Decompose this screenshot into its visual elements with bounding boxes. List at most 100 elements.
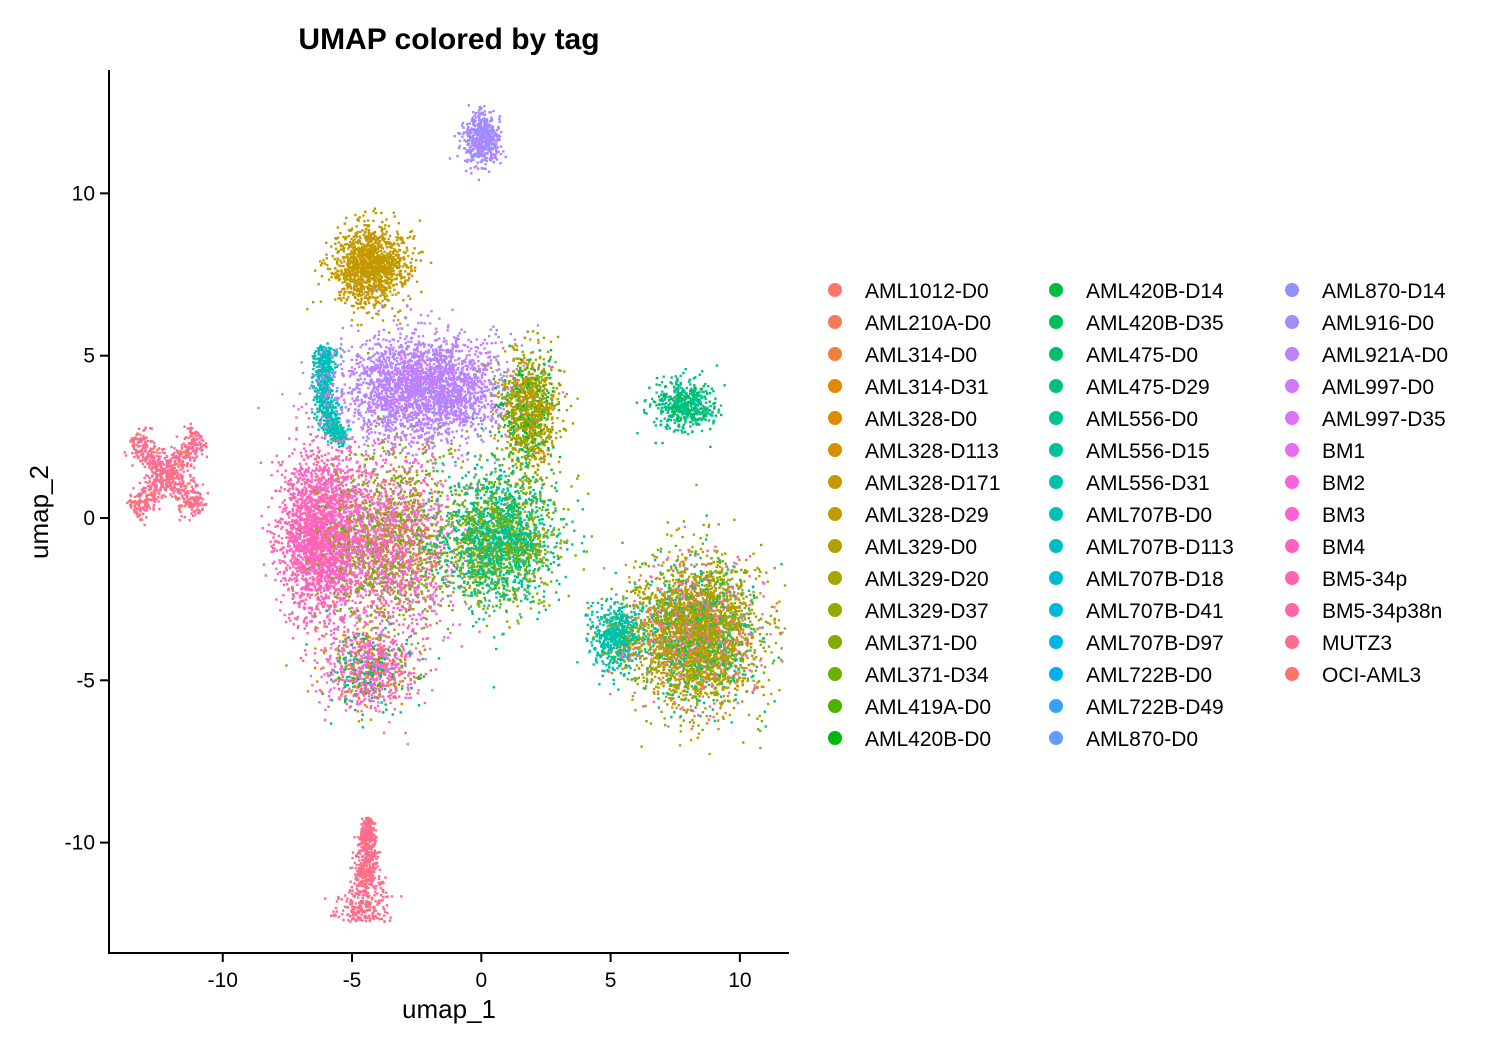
scatter-point bbox=[399, 274, 403, 277]
scatter-point bbox=[466, 128, 469, 131]
scatter-point bbox=[333, 426, 336, 429]
scatter-point bbox=[317, 375, 320, 379]
scatter-point bbox=[334, 271, 337, 274]
scatter-point bbox=[352, 311, 356, 314]
scatter-point bbox=[466, 150, 469, 153]
scatter-point bbox=[148, 450, 151, 453]
scatter-point bbox=[385, 246, 388, 249]
scatter-point bbox=[373, 237, 376, 241]
scatter-point bbox=[318, 395, 321, 398]
scatter-point bbox=[481, 143, 484, 146]
scatter-point bbox=[401, 447, 405, 450]
scatter-point bbox=[353, 907, 356, 911]
scatter-point bbox=[189, 430, 192, 433]
scatter-point bbox=[155, 474, 158, 478]
scatter-point bbox=[477, 386, 481, 389]
scatter-point bbox=[396, 261, 400, 265]
scatter-point bbox=[365, 244, 368, 247]
scatter-point bbox=[371, 243, 374, 246]
scatter-point bbox=[351, 266, 354, 270]
scatter-point bbox=[327, 367, 331, 371]
scatter-point bbox=[405, 390, 408, 394]
scatter-point bbox=[360, 842, 363, 845]
scatter-point bbox=[391, 423, 394, 426]
scatter-point bbox=[392, 211, 395, 214]
scatter-point bbox=[319, 388, 322, 392]
scatter-point bbox=[363, 883, 366, 886]
scatter-point bbox=[337, 416, 340, 420]
scatter-point bbox=[355, 241, 358, 244]
scatter-point bbox=[334, 275, 337, 278]
scatter-point bbox=[360, 855, 364, 859]
scatter-point bbox=[464, 410, 468, 413]
scatter-point bbox=[382, 265, 385, 268]
scatter-point bbox=[472, 133, 476, 137]
scatter-point bbox=[361, 272, 364, 276]
scatter-point bbox=[473, 166, 476, 169]
scatter-point bbox=[153, 441, 156, 444]
scatter-point bbox=[321, 356, 325, 359]
scatter-point bbox=[372, 917, 376, 921]
scatter-point bbox=[141, 438, 144, 441]
scatter-point bbox=[360, 908, 364, 911]
scatter-point bbox=[411, 373, 414, 376]
scatter-point bbox=[345, 906, 349, 909]
scatter-point bbox=[365, 851, 368, 854]
scatter-point bbox=[404, 341, 407, 345]
scatter-point bbox=[344, 243, 347, 246]
scatter-point bbox=[356, 269, 359, 273]
scatter-point bbox=[324, 401, 327, 404]
scatter-point bbox=[336, 260, 339, 263]
scatter-point bbox=[191, 450, 194, 453]
scatter-point bbox=[183, 497, 186, 501]
scatter-point bbox=[320, 354, 324, 357]
scatter-point bbox=[140, 518, 144, 521]
scatter-point bbox=[374, 822, 377, 825]
scatter-point bbox=[333, 257, 336, 261]
scatter-point bbox=[349, 229, 352, 232]
scatter-point bbox=[170, 473, 174, 476]
scatter-point bbox=[345, 242, 349, 246]
scatter-point bbox=[169, 468, 173, 471]
scatter-point bbox=[176, 462, 179, 466]
scatter-point bbox=[179, 464, 182, 467]
scatter-point bbox=[389, 250, 392, 253]
scatter-point bbox=[327, 357, 330, 360]
scatter-point bbox=[145, 509, 148, 512]
scatter-point bbox=[347, 243, 351, 247]
scatter-point bbox=[146, 484, 150, 488]
scatter-point bbox=[347, 265, 350, 269]
scatter-point bbox=[374, 299, 377, 302]
scatter-point bbox=[343, 441, 346, 444]
scatter-point bbox=[360, 874, 363, 877]
scatter-point bbox=[154, 492, 157, 496]
scatter-point bbox=[453, 369, 456, 372]
scatter-point bbox=[428, 368, 431, 372]
scatter-point bbox=[479, 135, 482, 139]
scatter-point bbox=[344, 406, 347, 409]
scatter-point bbox=[490, 157, 494, 160]
scatter-point bbox=[188, 427, 192, 430]
scatter-point bbox=[352, 265, 356, 268]
scatter-point bbox=[344, 238, 347, 241]
scatter-point bbox=[188, 518, 191, 522]
scatter-point bbox=[336, 257, 339, 260]
scatter-point bbox=[192, 510, 195, 513]
scatter-point bbox=[128, 500, 131, 503]
scatter-point bbox=[356, 323, 360, 327]
scatter-point bbox=[396, 273, 399, 276]
scatter-point bbox=[146, 502, 149, 506]
scatter-point bbox=[396, 230, 399, 233]
scatter-point bbox=[353, 263, 356, 267]
scatter-point bbox=[395, 265, 399, 269]
scatter-point bbox=[344, 430, 347, 433]
scatter-point bbox=[148, 460, 151, 463]
scatter-point bbox=[326, 400, 330, 404]
scatter-point bbox=[358, 240, 361, 243]
scatter-point bbox=[176, 451, 179, 454]
scatter-point bbox=[155, 451, 158, 454]
scatter-point bbox=[380, 245, 383, 248]
scatter-point bbox=[341, 244, 345, 248]
scatter-point bbox=[373, 894, 376, 897]
scatter-point bbox=[361, 267, 364, 271]
